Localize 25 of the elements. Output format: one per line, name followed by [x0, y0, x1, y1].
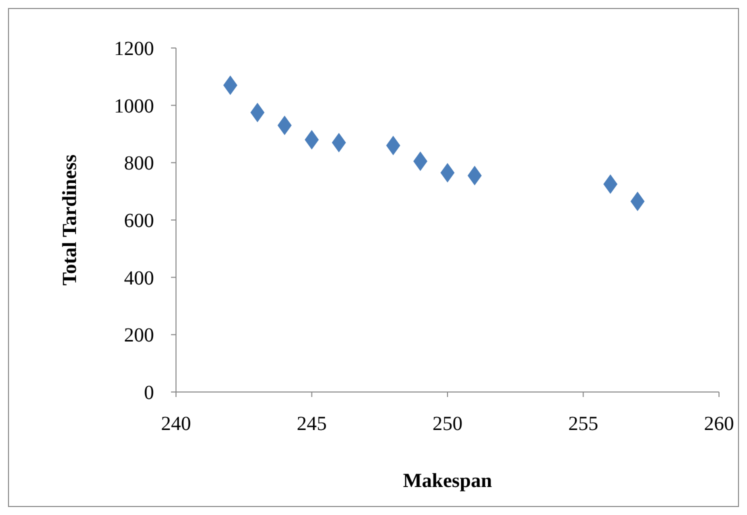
- point: [440, 162, 455, 182]
- point: [468, 166, 482, 186]
- point: [413, 151, 428, 171]
- y-tick-label: 1200: [114, 38, 154, 60]
- x-tick-label: 245: [296, 413, 327, 435]
- x-tick-label: 255: [568, 413, 598, 435]
- x-tick-label: 240: [161, 413, 191, 435]
- y-tick-label: 0: [144, 382, 154, 404]
- point: [278, 116, 292, 136]
- x-tick-label: 250: [432, 413, 462, 435]
- y-tick-label: 1000: [114, 95, 154, 118]
- point: [304, 130, 319, 150]
- y-axis-title: Total Tardiness: [59, 154, 81, 286]
- point: [250, 102, 264, 122]
- point: [223, 76, 238, 96]
- y-tick-label: 600: [124, 210, 154, 232]
- point: [630, 192, 645, 212]
- point: [386, 136, 400, 156]
- point: [603, 174, 618, 194]
- y-tick-label: 200: [124, 324, 154, 347]
- y-tick-label: 800: [124, 152, 154, 175]
- x-tick-label: 260: [704, 413, 734, 435]
- x-axis-title: Makespan: [403, 470, 492, 492]
- point: [332, 132, 346, 152]
- y-tick-label: 400: [124, 267, 154, 290]
